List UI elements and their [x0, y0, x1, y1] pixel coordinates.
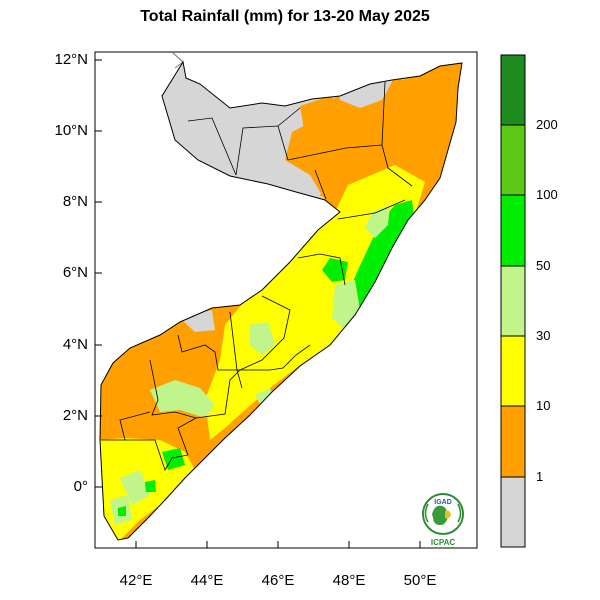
lat-tick-label: 8°N [62, 193, 88, 210]
lat-tick-label: 4°N [62, 336, 88, 353]
axis-ticks [95, 59, 421, 548]
colorbar-swatch [501, 195, 525, 266]
colorbar [500, 54, 526, 548]
lon-tick-label: 46°E [261, 572, 295, 589]
lon-tick-label: 42°E [119, 572, 153, 589]
colorbar-swatch [501, 406, 525, 477]
lat-tick-label: 10°N [54, 122, 88, 139]
map-title: Total Rainfall (mm) for 13-20 May 2025 [140, 8, 430, 25]
colorbar-label: 100 [536, 187, 558, 202]
admin-boundaries [101, 81, 413, 471]
lat-tick-label: 0° [73, 478, 88, 495]
colorbar-swatch [501, 125, 525, 195]
colorbar-label: 1 [536, 469, 544, 484]
lat-tick-label: 12°N [54, 51, 88, 68]
colorbar-label: 200 [536, 117, 558, 132]
lon-tick-label: 44°E [190, 572, 224, 589]
colorbar-swatch [501, 55, 525, 125]
icpac-logo: IGAD ICPAC [422, 493, 464, 547]
colorbar-label: 30 [536, 328, 551, 343]
colorbar-swatch [501, 266, 525, 336]
logo-bottom-text: ICPAC [431, 538, 456, 547]
colorbar-swatch [501, 477, 525, 547]
lon-tick-label: 50°E [403, 572, 437, 589]
colorbar-label: 50 [536, 258, 551, 273]
lon-tick-label: 48°E [332, 572, 366, 589]
lat-tick-label: 6°N [62, 264, 88, 281]
colorbar-swatch [501, 336, 525, 406]
colorbar-label: 10 [536, 398, 551, 413]
logo-top-text: IGAD [434, 499, 452, 506]
lat-tick-label: 2°N [62, 407, 88, 424]
